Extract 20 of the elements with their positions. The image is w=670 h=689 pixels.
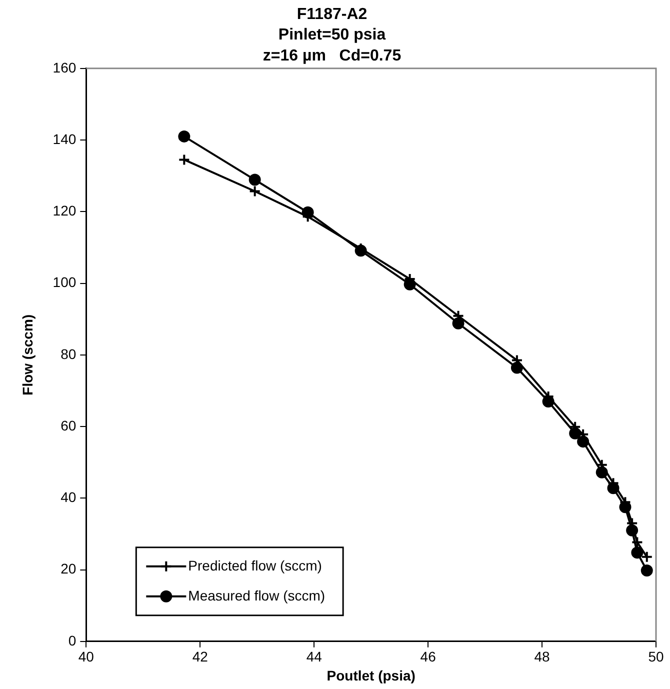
chart-title: F1187-A2 Pinlet=50 psia z=16 µm Cd=0.75	[262, 6, 402, 64]
y-tick-label: 120	[52, 202, 76, 219]
x-tick-label: 48	[534, 648, 550, 665]
y-tick-label: 60	[60, 417, 76, 434]
x-tick-label: 50	[648, 648, 664, 665]
y-axis-title: Flow (sccm)	[19, 314, 36, 396]
legend-label: Predicted flow (sccm)	[188, 557, 322, 574]
y-tick-label: 140	[52, 130, 76, 147]
x-axis-title: Poutlet (psia)	[326, 667, 416, 684]
x-tick-label: 40	[78, 648, 94, 665]
y-tick-label: 0	[68, 632, 76, 648]
legend-label: Measured flow (sccm)	[188, 587, 326, 604]
x-tick-label: 46	[420, 648, 436, 665]
y-tick-label: 20	[60, 560, 76, 577]
y-tick-label: 160	[52, 59, 76, 76]
y-tick-label: 40	[60, 489, 76, 506]
y-tick-label: 100	[52, 274, 76, 290]
x-tick-label: 44	[306, 648, 322, 665]
y-tick-label: 80	[60, 346, 76, 362]
x-tick-label: 42	[192, 648, 208, 665]
